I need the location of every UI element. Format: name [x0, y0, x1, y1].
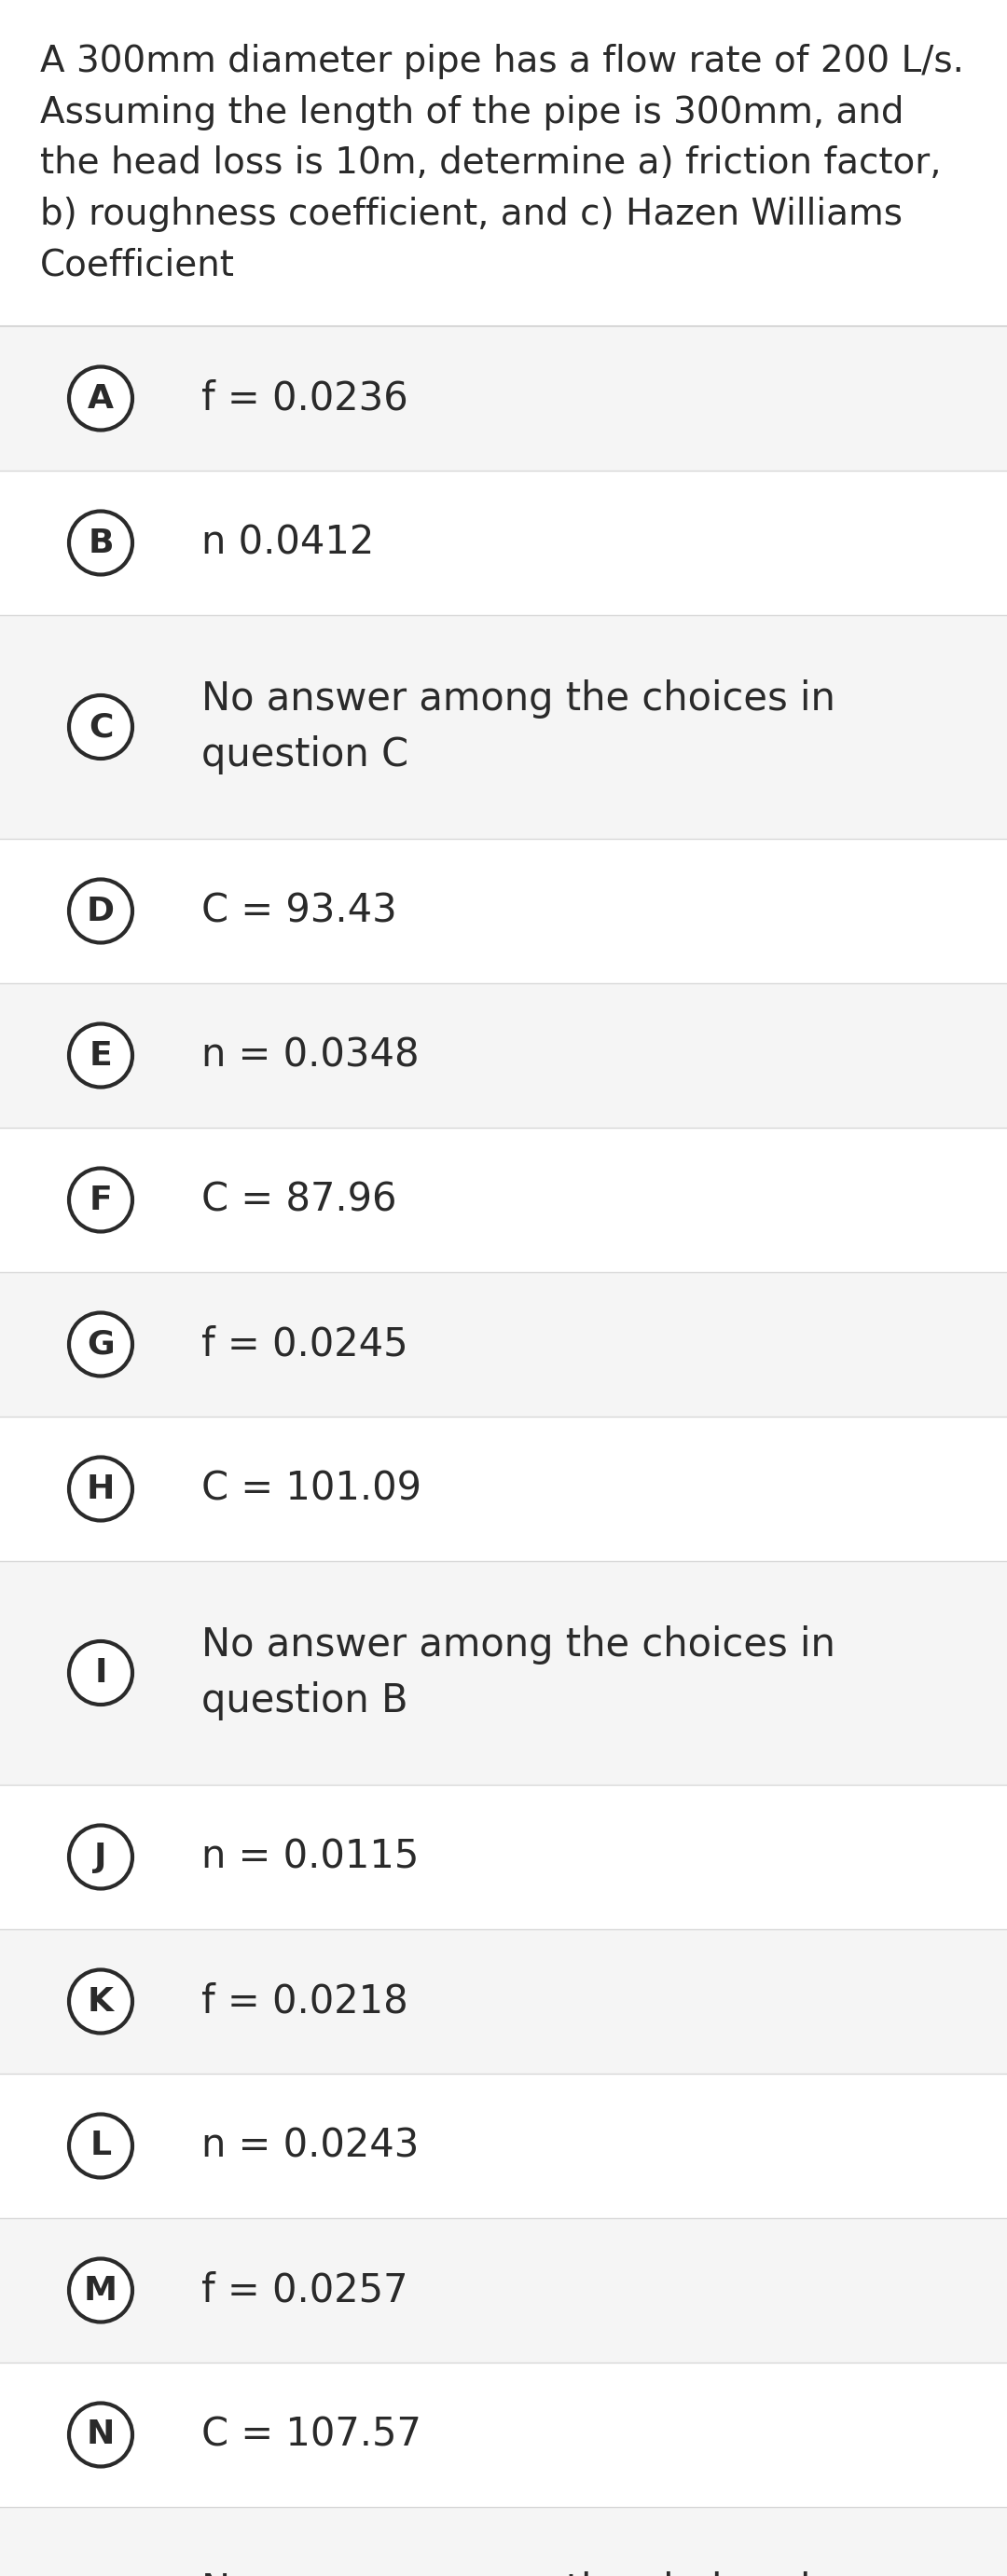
- Ellipse shape: [69, 2115, 132, 2177]
- FancyBboxPatch shape: [0, 1128, 1007, 1273]
- Ellipse shape: [69, 510, 132, 574]
- Text: f = 0.0236: f = 0.0236: [201, 379, 408, 417]
- Text: No answer among the choices in
question C: No answer among the choices in question …: [201, 680, 836, 775]
- FancyBboxPatch shape: [0, 1273, 1007, 1417]
- Ellipse shape: [69, 1458, 132, 1520]
- Ellipse shape: [69, 1170, 132, 1231]
- Ellipse shape: [69, 366, 132, 430]
- Text: K: K: [88, 1986, 114, 2017]
- FancyBboxPatch shape: [0, 0, 1007, 327]
- Text: A 300mm diameter pipe has a flow rate of 200 L/s.
Assuming the length of the pip: A 300mm diameter pipe has a flow rate of…: [40, 44, 965, 283]
- Ellipse shape: [69, 1023, 132, 1087]
- FancyBboxPatch shape: [0, 2362, 1007, 2506]
- Ellipse shape: [69, 1314, 132, 1376]
- Text: C = 107.57: C = 107.57: [201, 2416, 421, 2455]
- Ellipse shape: [69, 2259, 132, 2321]
- Text: L: L: [90, 2130, 112, 2161]
- Text: G: G: [87, 1329, 115, 1360]
- Text: C = 101.09: C = 101.09: [201, 1468, 422, 1510]
- Text: n 0.0412: n 0.0412: [201, 523, 375, 562]
- FancyBboxPatch shape: [0, 1417, 1007, 1561]
- FancyBboxPatch shape: [0, 1929, 1007, 2074]
- Ellipse shape: [69, 878, 132, 943]
- FancyBboxPatch shape: [0, 2218, 1007, 2362]
- Text: n = 0.0348: n = 0.0348: [201, 1036, 419, 1074]
- Text: H: H: [87, 1473, 115, 1504]
- Ellipse shape: [69, 1971, 132, 2032]
- Text: C = 93.43: C = 93.43: [201, 891, 397, 930]
- Text: C = 87.96: C = 87.96: [201, 1180, 397, 1218]
- Text: D: D: [87, 896, 115, 927]
- Text: C: C: [89, 711, 113, 742]
- Text: n = 0.0243: n = 0.0243: [201, 2125, 419, 2166]
- Text: f = 0.0218: f = 0.0218: [201, 1981, 408, 2022]
- Text: No answer among the choices in
question A: No answer among the choices in question …: [201, 2571, 836, 2576]
- FancyBboxPatch shape: [0, 616, 1007, 840]
- FancyBboxPatch shape: [0, 327, 1007, 471]
- Text: f = 0.0245: f = 0.0245: [201, 1324, 408, 1363]
- Ellipse shape: [69, 2403, 132, 2465]
- FancyBboxPatch shape: [0, 471, 1007, 616]
- FancyBboxPatch shape: [0, 1785, 1007, 1929]
- Ellipse shape: [69, 1641, 132, 1705]
- Text: No answer among the choices in
question B: No answer among the choices in question …: [201, 1625, 836, 1721]
- Text: M: M: [84, 2275, 118, 2306]
- Ellipse shape: [69, 1826, 132, 1888]
- Text: A: A: [88, 384, 114, 415]
- FancyBboxPatch shape: [0, 2506, 1007, 2576]
- FancyBboxPatch shape: [0, 1561, 1007, 1785]
- Text: f = 0.0257: f = 0.0257: [201, 2272, 408, 2311]
- FancyBboxPatch shape: [0, 840, 1007, 984]
- Text: B: B: [88, 528, 114, 559]
- Text: I: I: [95, 1656, 107, 1690]
- Text: n = 0.0115: n = 0.0115: [201, 1837, 419, 1875]
- Text: J: J: [95, 1842, 107, 1873]
- Text: E: E: [90, 1041, 112, 1072]
- Ellipse shape: [69, 696, 132, 760]
- Text: N: N: [87, 2419, 115, 2450]
- FancyBboxPatch shape: [0, 984, 1007, 1128]
- FancyBboxPatch shape: [0, 2074, 1007, 2218]
- Text: F: F: [90, 1185, 112, 1216]
